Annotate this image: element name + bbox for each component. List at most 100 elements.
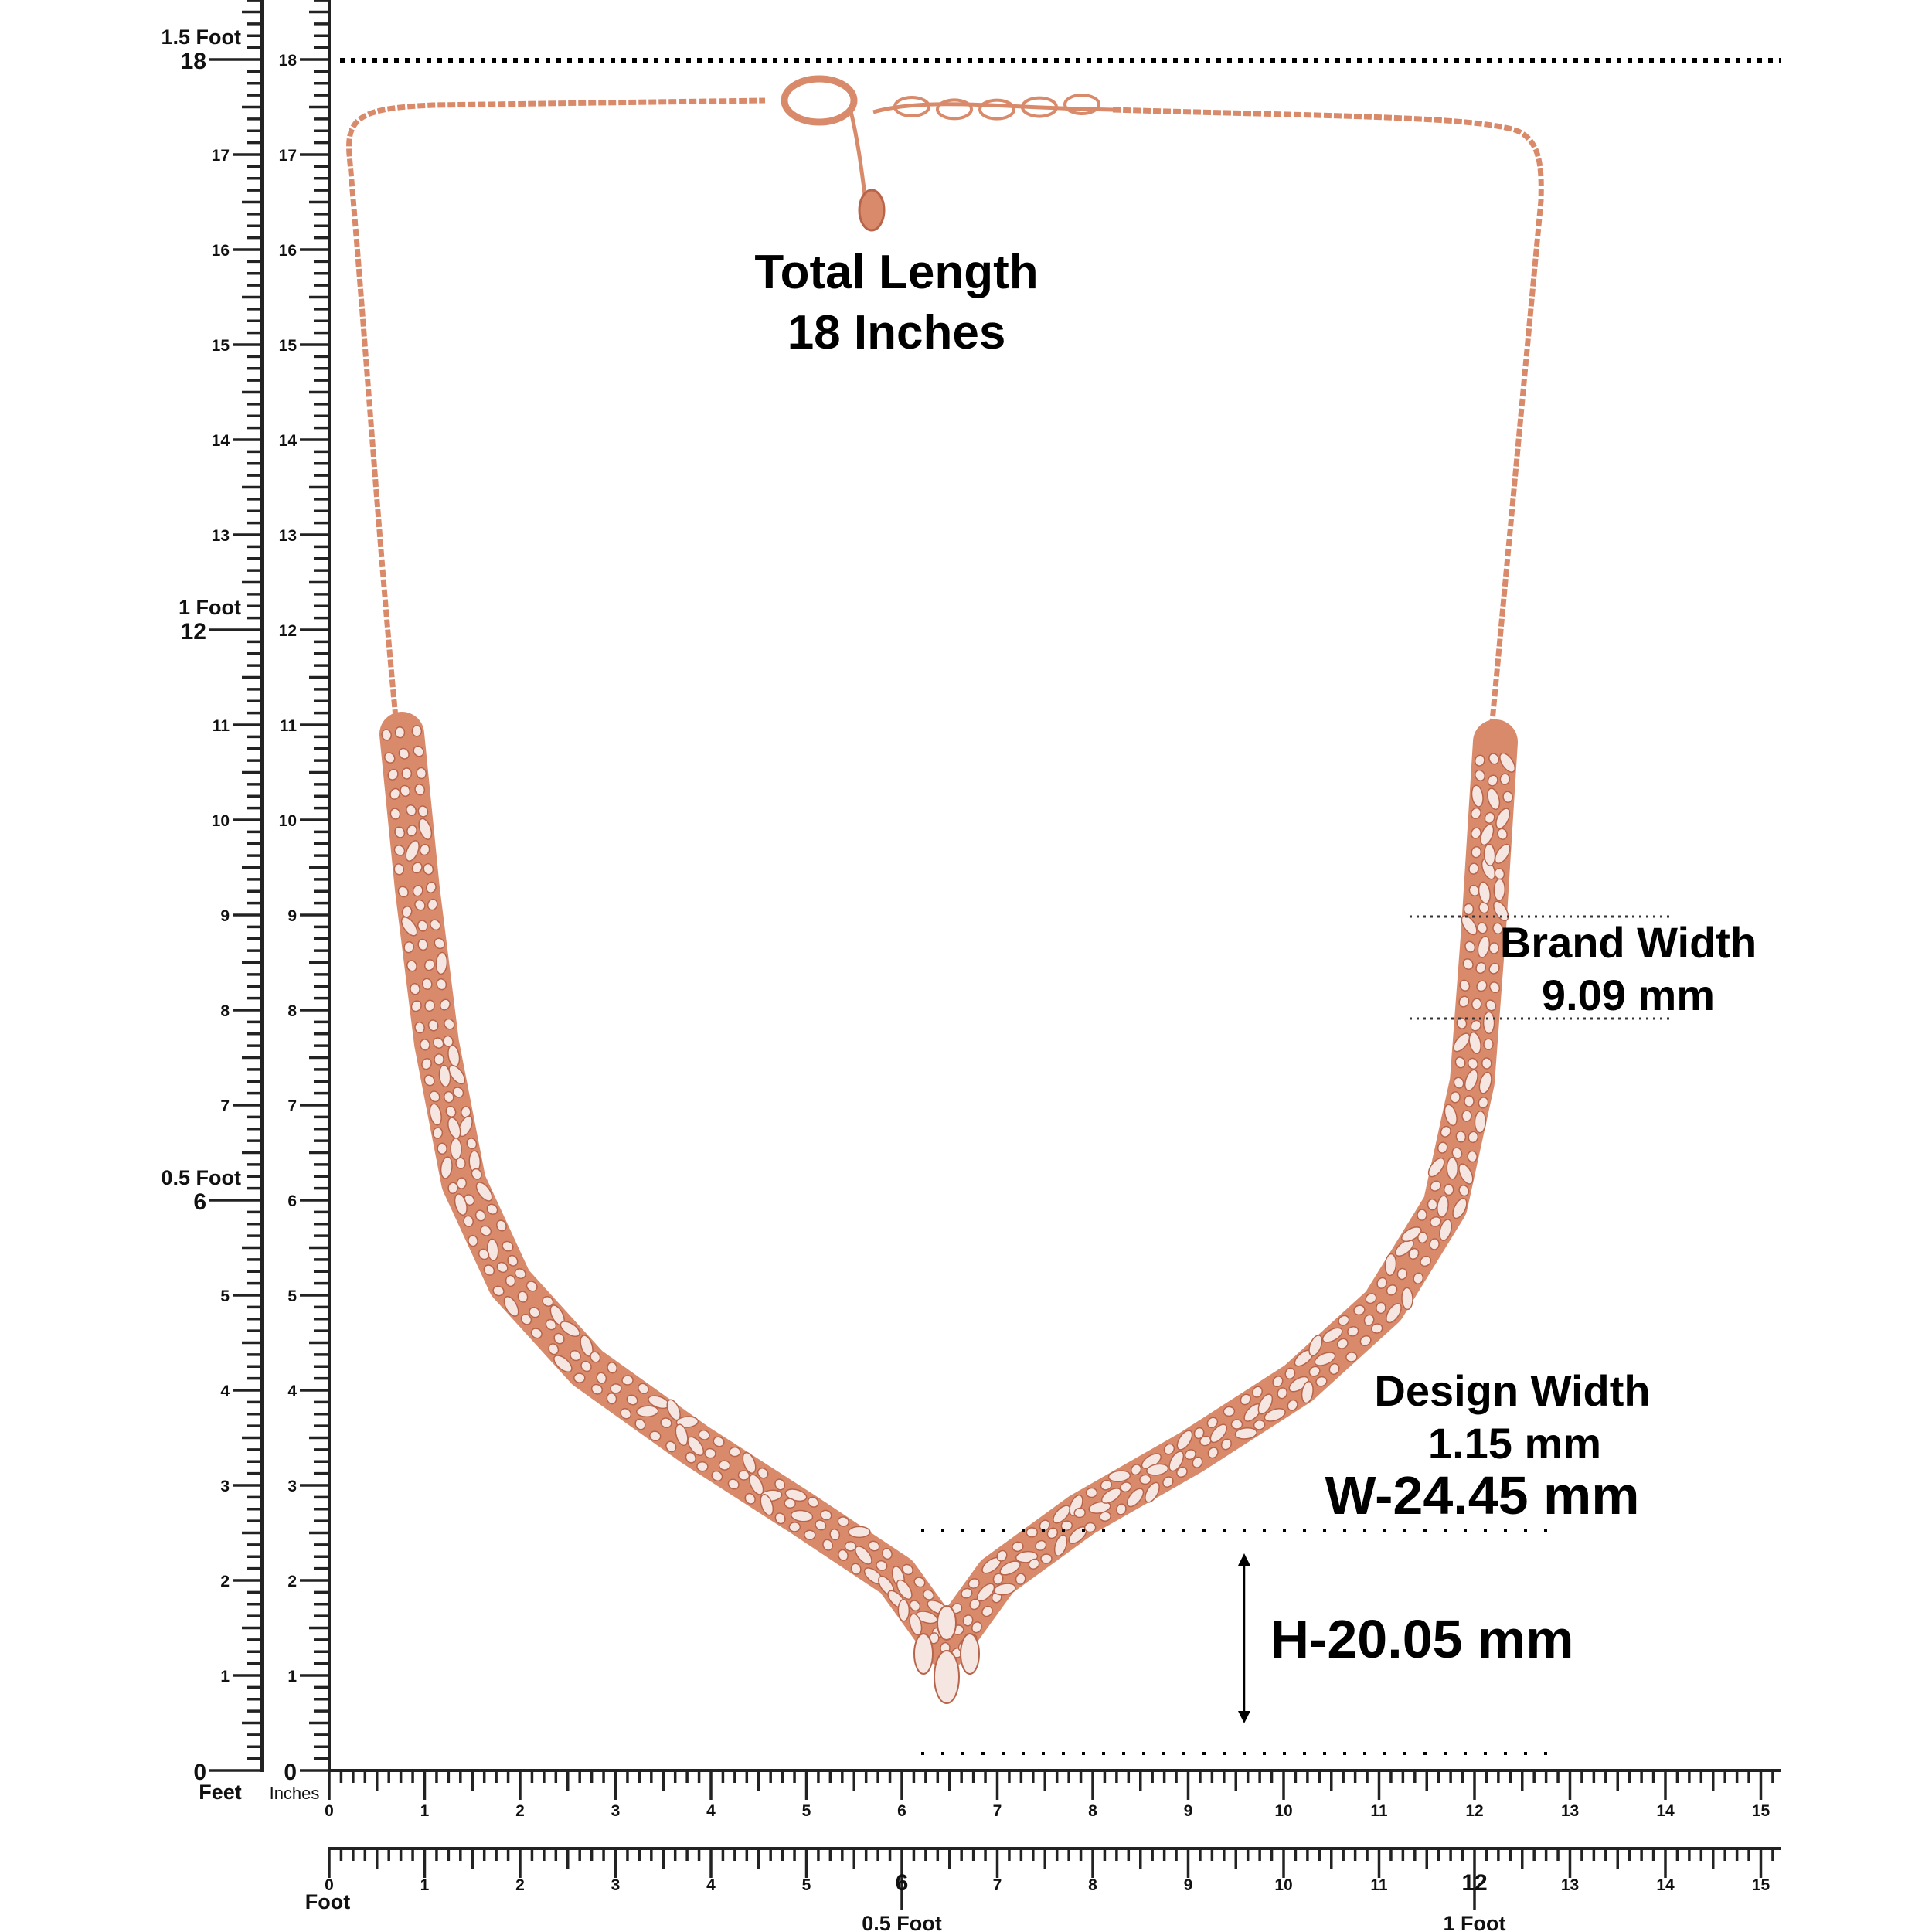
stone (1478, 1097, 1489, 1109)
stone (1429, 1238, 1440, 1250)
stone (815, 1519, 827, 1531)
bottom-foot-ruler-label: 6 (896, 1870, 909, 1896)
stone (1301, 1381, 1314, 1404)
bottom-foot-ruler-label: 5 (802, 1876, 811, 1894)
stone (429, 1103, 442, 1126)
bottom-inch-ruler-label: 0 (325, 1802, 334, 1820)
left-inch-ruler-label: 4 (287, 1383, 297, 1400)
stone (1464, 940, 1476, 953)
stone (1494, 867, 1505, 880)
stone (496, 1261, 509, 1274)
arrow-down-icon (1238, 1711, 1250, 1723)
left-inch-ruler-label: 13 (279, 527, 297, 545)
left-inch-ruler-label: 2 (287, 1573, 297, 1590)
stone (1100, 1488, 1122, 1504)
stone (881, 1547, 893, 1560)
stone (480, 1225, 492, 1236)
rulers: 0123456789101112131415161718012345678910… (161, 0, 1781, 1932)
inches-unit-label: Inches (270, 1784, 320, 1803)
stone (1220, 1438, 1232, 1451)
stone (844, 1541, 857, 1552)
stone (1308, 1335, 1323, 1357)
left-inch-ruler-label: 5 (287, 1287, 297, 1305)
stone (1176, 1430, 1193, 1451)
stone (1463, 903, 1475, 916)
bottom-foot-mark-label: 1 Foot (1444, 1912, 1506, 1932)
stone (1488, 981, 1501, 994)
stone (438, 1064, 451, 1087)
left-feet-ruler-label: 3 (220, 1478, 230, 1495)
stone (452, 1087, 464, 1098)
extender-link (978, 98, 1015, 121)
stone (393, 845, 406, 856)
left-inch-ruler-label: 6 (287, 1192, 297, 1210)
bottom-inch-ruler-label: 9 (1184, 1802, 1193, 1820)
bottom-foot-ruler-label: 0 (325, 1876, 334, 1894)
stone (548, 1343, 560, 1355)
stone (1476, 980, 1488, 992)
stone (1492, 922, 1503, 935)
stone (1420, 1255, 1432, 1267)
stone (1458, 1185, 1470, 1197)
total-length-title: Total Length (754, 246, 1039, 299)
left-feet-ruler-label: 10 (212, 812, 230, 830)
stone (1413, 1272, 1424, 1284)
stone (1483, 1038, 1494, 1050)
stone (520, 1313, 532, 1325)
stone (788, 1522, 801, 1532)
stone (434, 937, 445, 950)
stone (1487, 774, 1498, 787)
extender-link (893, 96, 930, 117)
stone (1468, 862, 1479, 875)
stone (896, 1579, 913, 1600)
stone (675, 1423, 689, 1447)
stone (397, 886, 409, 898)
stone (1464, 1095, 1475, 1107)
stone (1493, 900, 1509, 922)
pendant-stone (913, 1633, 934, 1675)
left-inch-ruler-label: 12 (279, 622, 297, 640)
stone (1482, 1011, 1495, 1035)
stone (1230, 1419, 1243, 1430)
stone (1451, 1147, 1463, 1159)
stone (1234, 1427, 1258, 1440)
stone (418, 818, 433, 840)
stone (961, 1587, 973, 1599)
stone (1495, 808, 1511, 829)
stone (1464, 1069, 1478, 1091)
left-inch-ruler-label: 16 (279, 242, 297, 260)
stone (1474, 769, 1486, 781)
stone (1277, 1387, 1288, 1400)
stone (829, 1529, 841, 1541)
stone (1223, 1406, 1236, 1417)
left-feet-ruler-label: 7 (220, 1097, 230, 1115)
necklace-illustration (346, 75, 1544, 1704)
stone (1488, 942, 1500, 954)
bottom-inch-ruler-label: 5 (802, 1802, 811, 1820)
bottom-foot-ruler-label: 12 (1461, 1870, 1487, 1896)
stone (996, 1549, 1008, 1562)
stone (384, 752, 396, 764)
stone (1417, 1209, 1427, 1221)
stone (620, 1408, 632, 1420)
stone (837, 1516, 849, 1527)
stone (1401, 1226, 1422, 1243)
stone (1046, 1527, 1059, 1539)
left-inch-ruler-label: 1 (287, 1668, 297, 1685)
stone (1480, 824, 1495, 846)
bottom-inch-ruler-label: 1 (420, 1802, 430, 1820)
extender-link (936, 98, 973, 121)
left-feet-ruler-label: 15 (212, 337, 230, 355)
stone (427, 898, 438, 911)
stone (400, 784, 411, 798)
height-measurement: H-20.05 mm (1270, 1609, 1574, 1669)
stone (1484, 811, 1495, 824)
stone (414, 899, 426, 911)
stone (1130, 1464, 1142, 1476)
stone (1474, 1110, 1487, 1134)
bottom-inch-ruler-label: 7 (993, 1802, 1002, 1820)
stone (458, 1115, 473, 1138)
stone (406, 804, 417, 817)
stone (424, 999, 435, 1012)
stone (1184, 1449, 1196, 1461)
